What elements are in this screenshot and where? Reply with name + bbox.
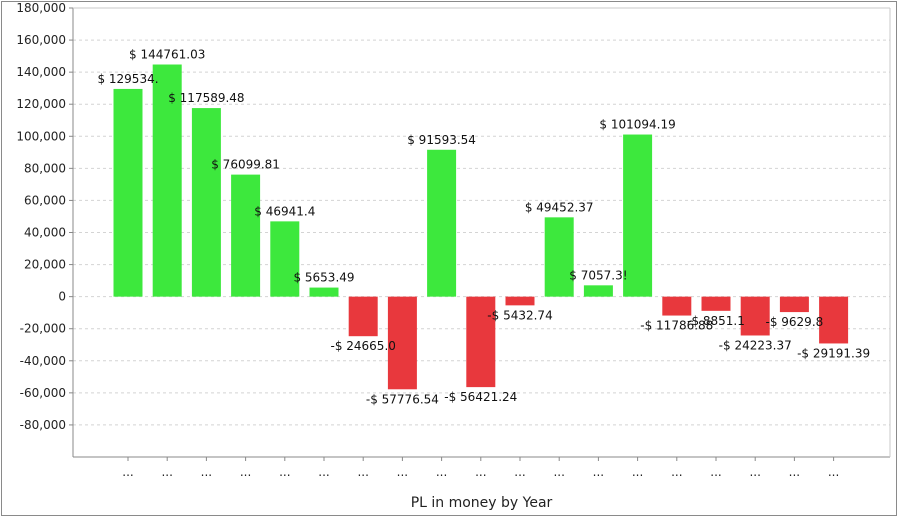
data-label: -$ 24665.0: [330, 339, 395, 353]
data-label: -$ 8851.1: [687, 314, 745, 328]
x-tick-label: ...: [240, 465, 251, 479]
data-label: $ 46941.4: [254, 204, 315, 218]
y-tick-label: -60,000: [20, 386, 66, 400]
x-tick-label: ...: [749, 465, 760, 479]
bar-negative: [466, 296, 496, 388]
bar-positive: [270, 221, 300, 297]
data-label: $ 91593.54: [407, 133, 476, 147]
bar-positive: [191, 108, 221, 297]
x-tick-label: ...: [828, 465, 839, 479]
bar-negative: [740, 296, 770, 336]
x-tick-label: ...: [279, 465, 290, 479]
bar-negative: [662, 296, 692, 316]
data-label: -$ 11786.88: [640, 319, 713, 333]
data-label: $ 49452.37: [525, 200, 594, 214]
y-tick-label: 160,000: [16, 33, 66, 47]
data-label: $ 5653.49: [293, 271, 354, 285]
bar-negative: [505, 296, 535, 306]
bar-negative: [819, 296, 849, 344]
bar-positive: [623, 134, 653, 297]
data-label: $ 7057.3!: [569, 268, 627, 282]
bar-positive: [583, 285, 613, 297]
data-label: -$ 29191.39: [797, 346, 870, 360]
x-tick-label: ...: [122, 465, 133, 479]
bar-negative: [779, 296, 809, 313]
x-tick-label: ...: [632, 465, 643, 479]
y-tick-label: 100,000: [16, 129, 66, 143]
data-label: -$ 5432.74: [487, 308, 552, 322]
y-tick-label: -80,000: [20, 418, 66, 432]
x-tick-label: ...: [161, 465, 172, 479]
x-axis-title: PL in money by Year: [411, 495, 553, 511]
x-tick-label: ...: [357, 465, 368, 479]
bar-negative: [701, 296, 731, 311]
bar-positive: [544, 217, 574, 297]
y-tick-label: 0: [58, 290, 66, 304]
y-tick-label: -20,000: [20, 322, 66, 336]
x-tick-label: ...: [436, 465, 447, 479]
y-tick-label: -40,000: [20, 354, 66, 368]
x-tick-label: ...: [475, 465, 486, 479]
x-tick-label: ...: [553, 465, 564, 479]
data-label: -$ 9629.8: [766, 315, 824, 329]
y-tick-label: 80,000: [24, 161, 66, 175]
data-label: -$ 57776.54: [366, 392, 439, 406]
bar-negative: [348, 296, 378, 337]
x-tick-label: ...: [397, 465, 408, 479]
bar-negative: [387, 296, 417, 390]
x-tick-label: ...: [318, 465, 329, 479]
x-tick-label: ...: [710, 465, 721, 479]
data-label: $ 129534.: [97, 72, 158, 86]
y-tick-label: 140,000: [16, 65, 66, 79]
bar-positive: [113, 88, 143, 297]
data-label: -$ 56421.24: [444, 390, 517, 404]
data-label: $ 101094.19: [599, 118, 675, 132]
data-label: -$ 24223.37: [719, 338, 792, 352]
x-tick-label: ...: [671, 465, 682, 479]
y-tick-label: 20,000: [24, 258, 66, 272]
bar-positive: [231, 174, 261, 297]
x-tick-label: ...: [201, 465, 212, 479]
data-label: $ 76099.81: [211, 158, 280, 172]
bar-positive: [309, 287, 339, 297]
data-label: $ 144761.03: [129, 48, 205, 62]
y-tick-label: 120,000: [16, 97, 66, 111]
y-tick-label: 40,000: [24, 226, 66, 240]
y-tick-label: 60,000: [24, 193, 66, 207]
x-tick-label: ...: [593, 465, 604, 479]
y-tick-label: 180,000: [16, 1, 66, 15]
x-tick-label: ...: [514, 465, 525, 479]
data-label: $ 117589.48: [168, 91, 244, 105]
bar-positive: [427, 149, 457, 297]
bar-positive: [152, 64, 182, 297]
x-tick-label: ...: [789, 465, 800, 479]
